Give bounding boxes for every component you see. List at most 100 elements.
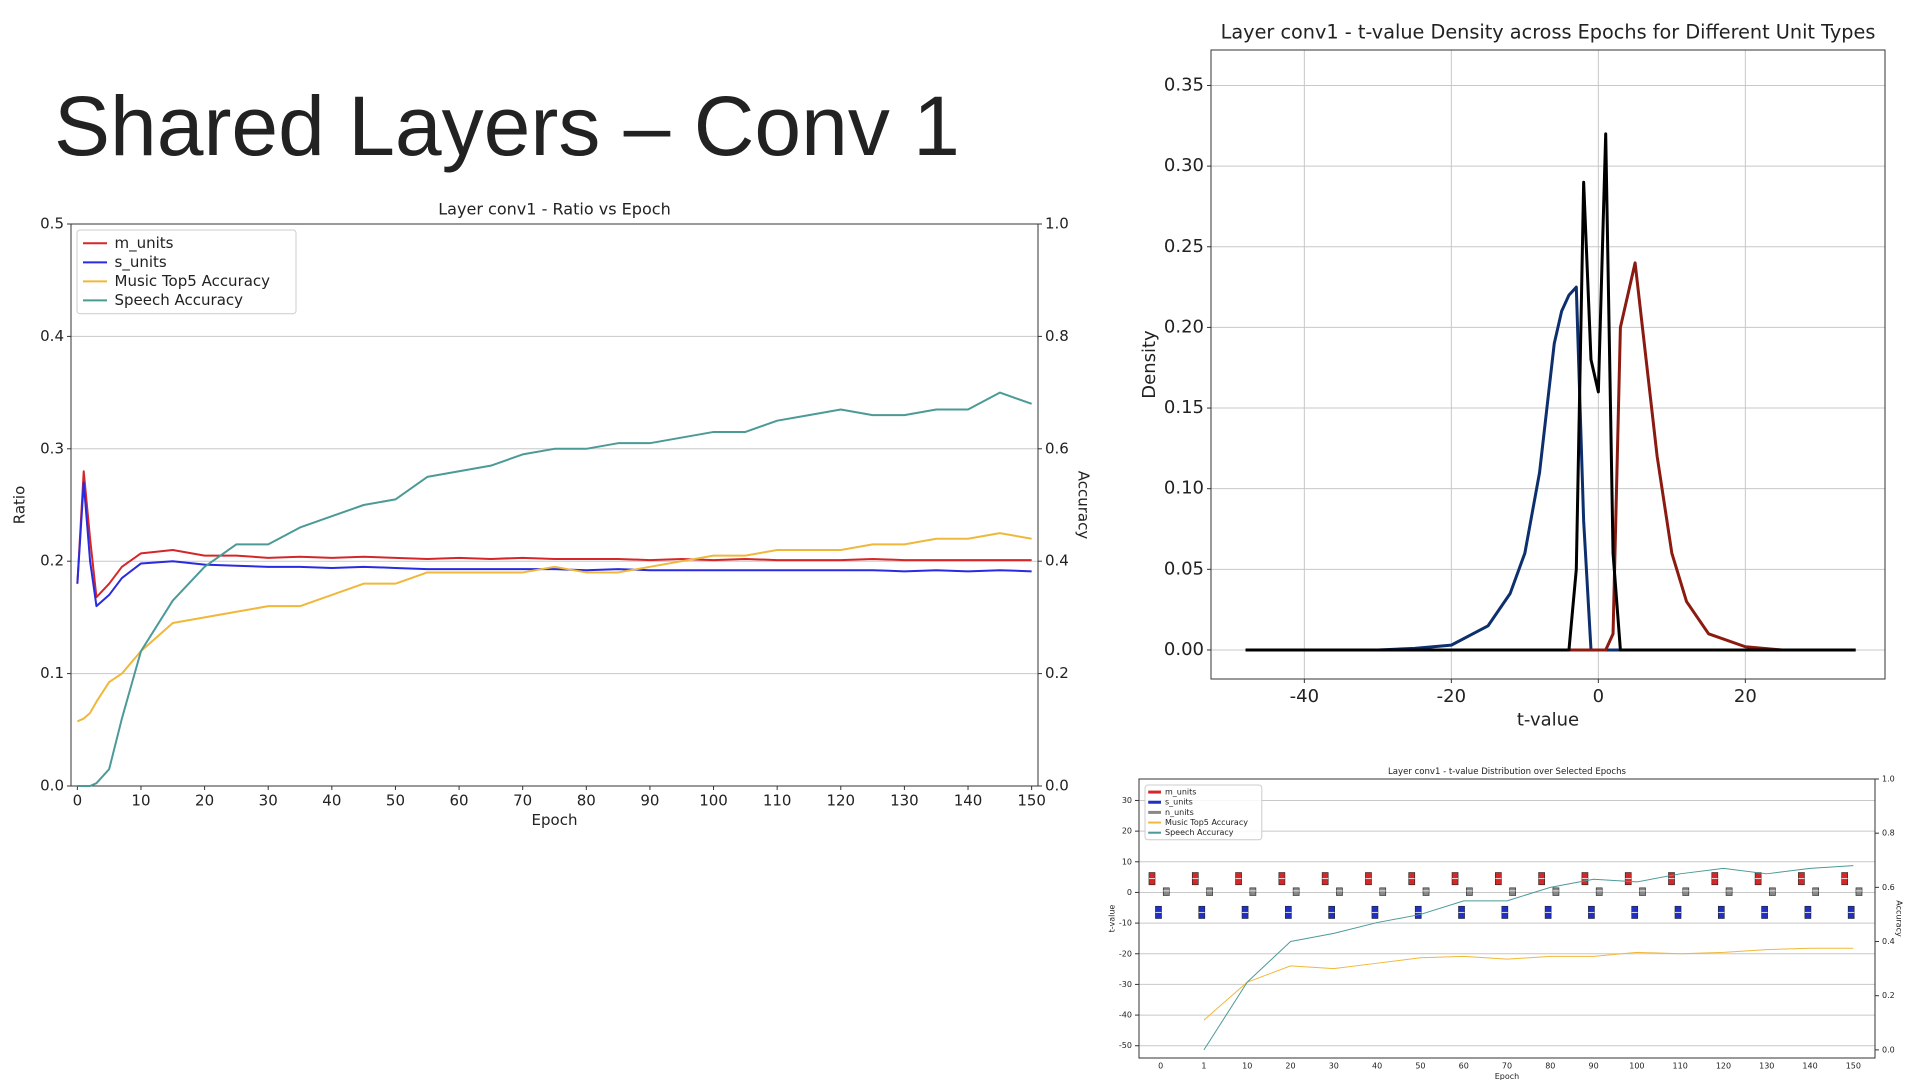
legend-label: s_units (1165, 798, 1193, 807)
x-tick-label: 140 (1802, 1062, 1817, 1071)
box (1725, 887, 1733, 896)
y-tick-label: -50 (1119, 1041, 1132, 1050)
x-axis-label: t-value (1517, 709, 1579, 730)
y-tick-label: -40 (1119, 1011, 1132, 1020)
plot-frame (1210, 49, 1886, 680)
plot-frame (1138, 778, 1876, 1059)
box (1422, 887, 1430, 896)
x-tick-label: 100 (1629, 1062, 1644, 1071)
y2-axis-label: Accuracy (1075, 471, 1093, 540)
legend-label: m_units (1165, 788, 1196, 797)
slide-title: Shared Layers – Conv 1 (54, 79, 960, 173)
y-tick-label: 0.1 (40, 664, 64, 682)
x-tick-label: 20 (195, 792, 214, 810)
box (1206, 887, 1213, 896)
box (1595, 887, 1603, 896)
legend-label: s_units (115, 253, 167, 272)
y-tick-label: 30 (1122, 796, 1132, 805)
x-tick-label: 120 (826, 792, 855, 810)
legend-label: n_units (1165, 808, 1194, 817)
y-tick-label: -30 (1119, 980, 1132, 989)
y2-tick-label: 0.8 (1045, 327, 1069, 345)
y2-tick-label: 0.6 (1882, 883, 1895, 892)
x-tick-label: 40 (1372, 1062, 1382, 1071)
y-tick-label: 10 (1122, 857, 1132, 866)
x-tick-label: 140 (954, 792, 983, 810)
series-line (76, 532, 1032, 723)
x-tick-label: 50 (386, 792, 405, 810)
legend-box (76, 229, 297, 315)
y-tick-label: 0.25 (1164, 236, 1204, 257)
y-tick-label: 0.2 (40, 552, 64, 570)
x-tick-label: 30 (259, 792, 278, 810)
x-tick-label: 80 (577, 792, 596, 810)
x-tick-label: 0 (1593, 686, 1604, 707)
y2-tick-label: 1.0 (1882, 775, 1895, 784)
y-tick-label: -10 (1119, 919, 1132, 928)
y2-tick-label: 0.0 (1882, 1045, 1895, 1054)
x-tick-label: 1 (1201, 1062, 1206, 1071)
x-tick-label: 110 (1673, 1062, 1688, 1071)
box (1769, 887, 1776, 896)
x-tick-label: 60 (1459, 1062, 1469, 1071)
x-tick-label: 130 (890, 792, 919, 810)
box (1812, 887, 1820, 896)
chart-title: Layer conv1 - t-value Density across Epo… (1221, 20, 1876, 43)
y2-tick-label: 0.6 (1045, 439, 1069, 457)
box (1336, 887, 1343, 896)
y-axis-label: Density (1139, 330, 1160, 399)
legend-label: Speech Accuracy (1165, 828, 1234, 837)
x-tick-label: 130 (1759, 1062, 1774, 1071)
series-line (1245, 261, 1856, 652)
chart-title: Layer conv1 - t-value Distribution over … (1388, 767, 1626, 777)
x-tick-label: 10 (1242, 1062, 1252, 1071)
y2-tick-label: 0.4 (1045, 552, 1069, 570)
y-tick-label: 0.35 (1164, 74, 1204, 95)
x-tick-label: 0 (73, 792, 83, 810)
y2-tick-label: 0.2 (1045, 664, 1069, 682)
y-tick-label: 0.15 (1164, 397, 1204, 418)
y-axis-label: Ratio (11, 486, 29, 525)
y-tick-label: 0.3 (40, 439, 64, 457)
y2-tick-label: 1.0 (1045, 215, 1069, 233)
y-tick-label: 0.05 (1164, 558, 1204, 579)
x-tick-label: 0 (1158, 1062, 1163, 1071)
x-tick-label: 20 (1734, 686, 1757, 707)
box (1509, 887, 1516, 896)
legend-label: Music Top5 Accuracy (115, 272, 271, 290)
x-tick-label: 110 (763, 792, 792, 810)
box (1162, 887, 1170, 896)
y-tick-label: 0.0 (40, 777, 64, 795)
y-tick-label: 20 (1122, 827, 1132, 836)
x-tick-label: 40 (322, 792, 341, 810)
legend-label: Speech Accuracy (115, 291, 244, 309)
x-tick-label: 30 (1329, 1062, 1339, 1071)
x-tick-label: 150 (1017, 792, 1046, 810)
y-tick-label: -20 (1119, 949, 1132, 958)
box (1552, 887, 1560, 896)
y2-tick-label: 0.8 (1882, 829, 1895, 838)
y-tick-label: 0.20 (1164, 316, 1204, 337)
y2-tick-label: 0.0 (1045, 777, 1069, 795)
legend-box (1144, 784, 1263, 841)
y-tick-label: 0.00 (1164, 639, 1204, 660)
x-tick-label: 90 (1588, 1062, 1598, 1071)
series-line (1245, 285, 1856, 652)
x-tick-label: 70 (513, 792, 532, 810)
legend-label: Music Top5 Accuracy (1165, 818, 1248, 827)
x-tick-label: 100 (699, 792, 728, 810)
series-line (77, 391, 1032, 787)
x-tick-label: 60 (450, 792, 469, 810)
series-line (76, 470, 1032, 599)
x-tick-label: 70 (1502, 1062, 1512, 1071)
box (1379, 887, 1387, 896)
x-tick-label: 20 (1285, 1062, 1295, 1071)
x-tick-label: -40 (1290, 686, 1319, 707)
box (1639, 887, 1646, 896)
x-tick-label: 80 (1545, 1062, 1555, 1071)
x-tick-label: 90 (640, 792, 659, 810)
x-tick-label: 120 (1716, 1062, 1731, 1071)
series-line (76, 481, 1032, 608)
